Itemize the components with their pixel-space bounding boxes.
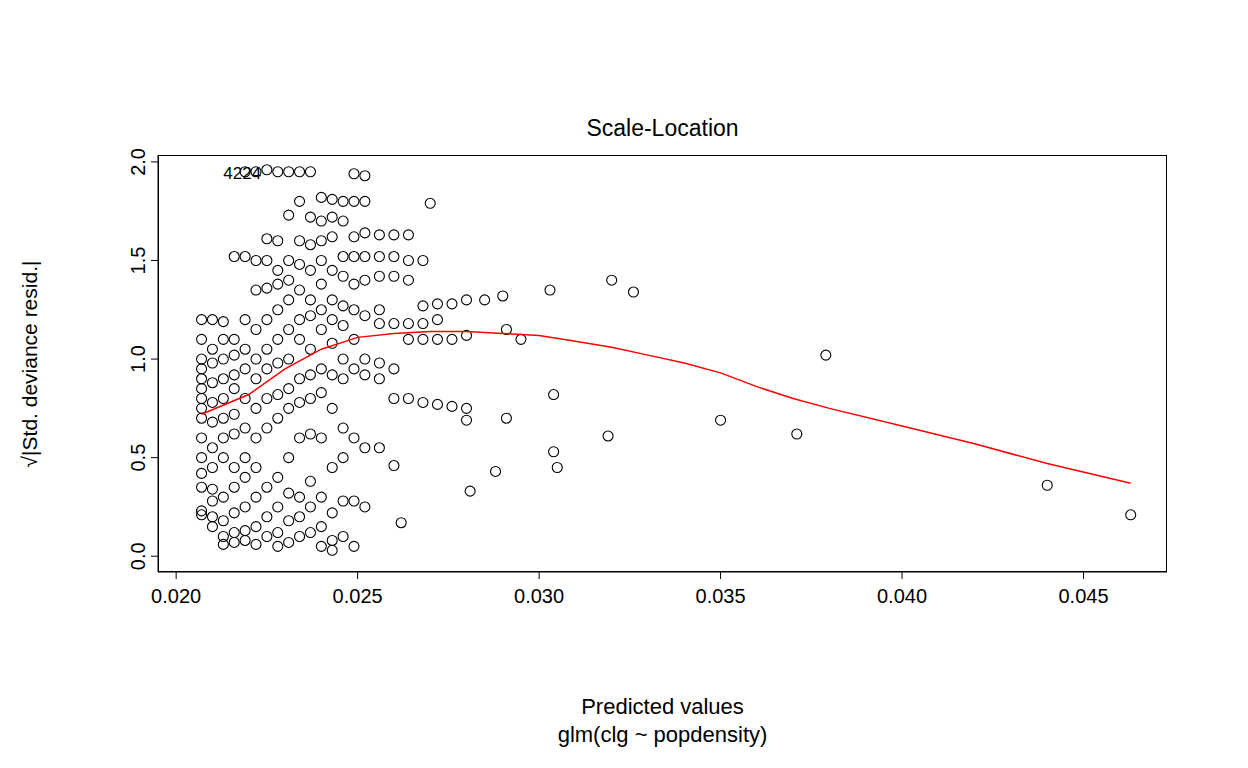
html-text:Predicted values: Predicted values xyxy=(581,694,744,719)
svg-text:0.040: 0.040 xyxy=(877,585,927,607)
svg-text:0.025: 0.025 xyxy=(333,585,383,607)
svg-text:0.045: 0.045 xyxy=(1058,585,1108,607)
svg-text:1.5: 1.5 xyxy=(127,247,149,275)
svg-text:2.0: 2.0 xyxy=(127,148,149,176)
svg-text:0.035: 0.035 xyxy=(696,585,746,607)
html-text:glm(clg ~ popdensity): glm(clg ~ popdensity) xyxy=(557,722,768,747)
html-text:Scale-Location: Scale-Location xyxy=(586,115,739,141)
svg-text:0.5: 0.5 xyxy=(127,444,149,472)
svg-text:0.020: 0.020 xyxy=(151,585,201,607)
svg-text:4224: 4224 xyxy=(223,164,261,183)
svg-text:1.0: 1.0 xyxy=(127,345,149,373)
svg-text:0.0: 0.0 xyxy=(127,542,149,570)
html-text:√|Std. deviance resid.|: √|Std. deviance resid.| xyxy=(18,260,41,467)
svg-text:0.030: 0.030 xyxy=(514,585,564,607)
